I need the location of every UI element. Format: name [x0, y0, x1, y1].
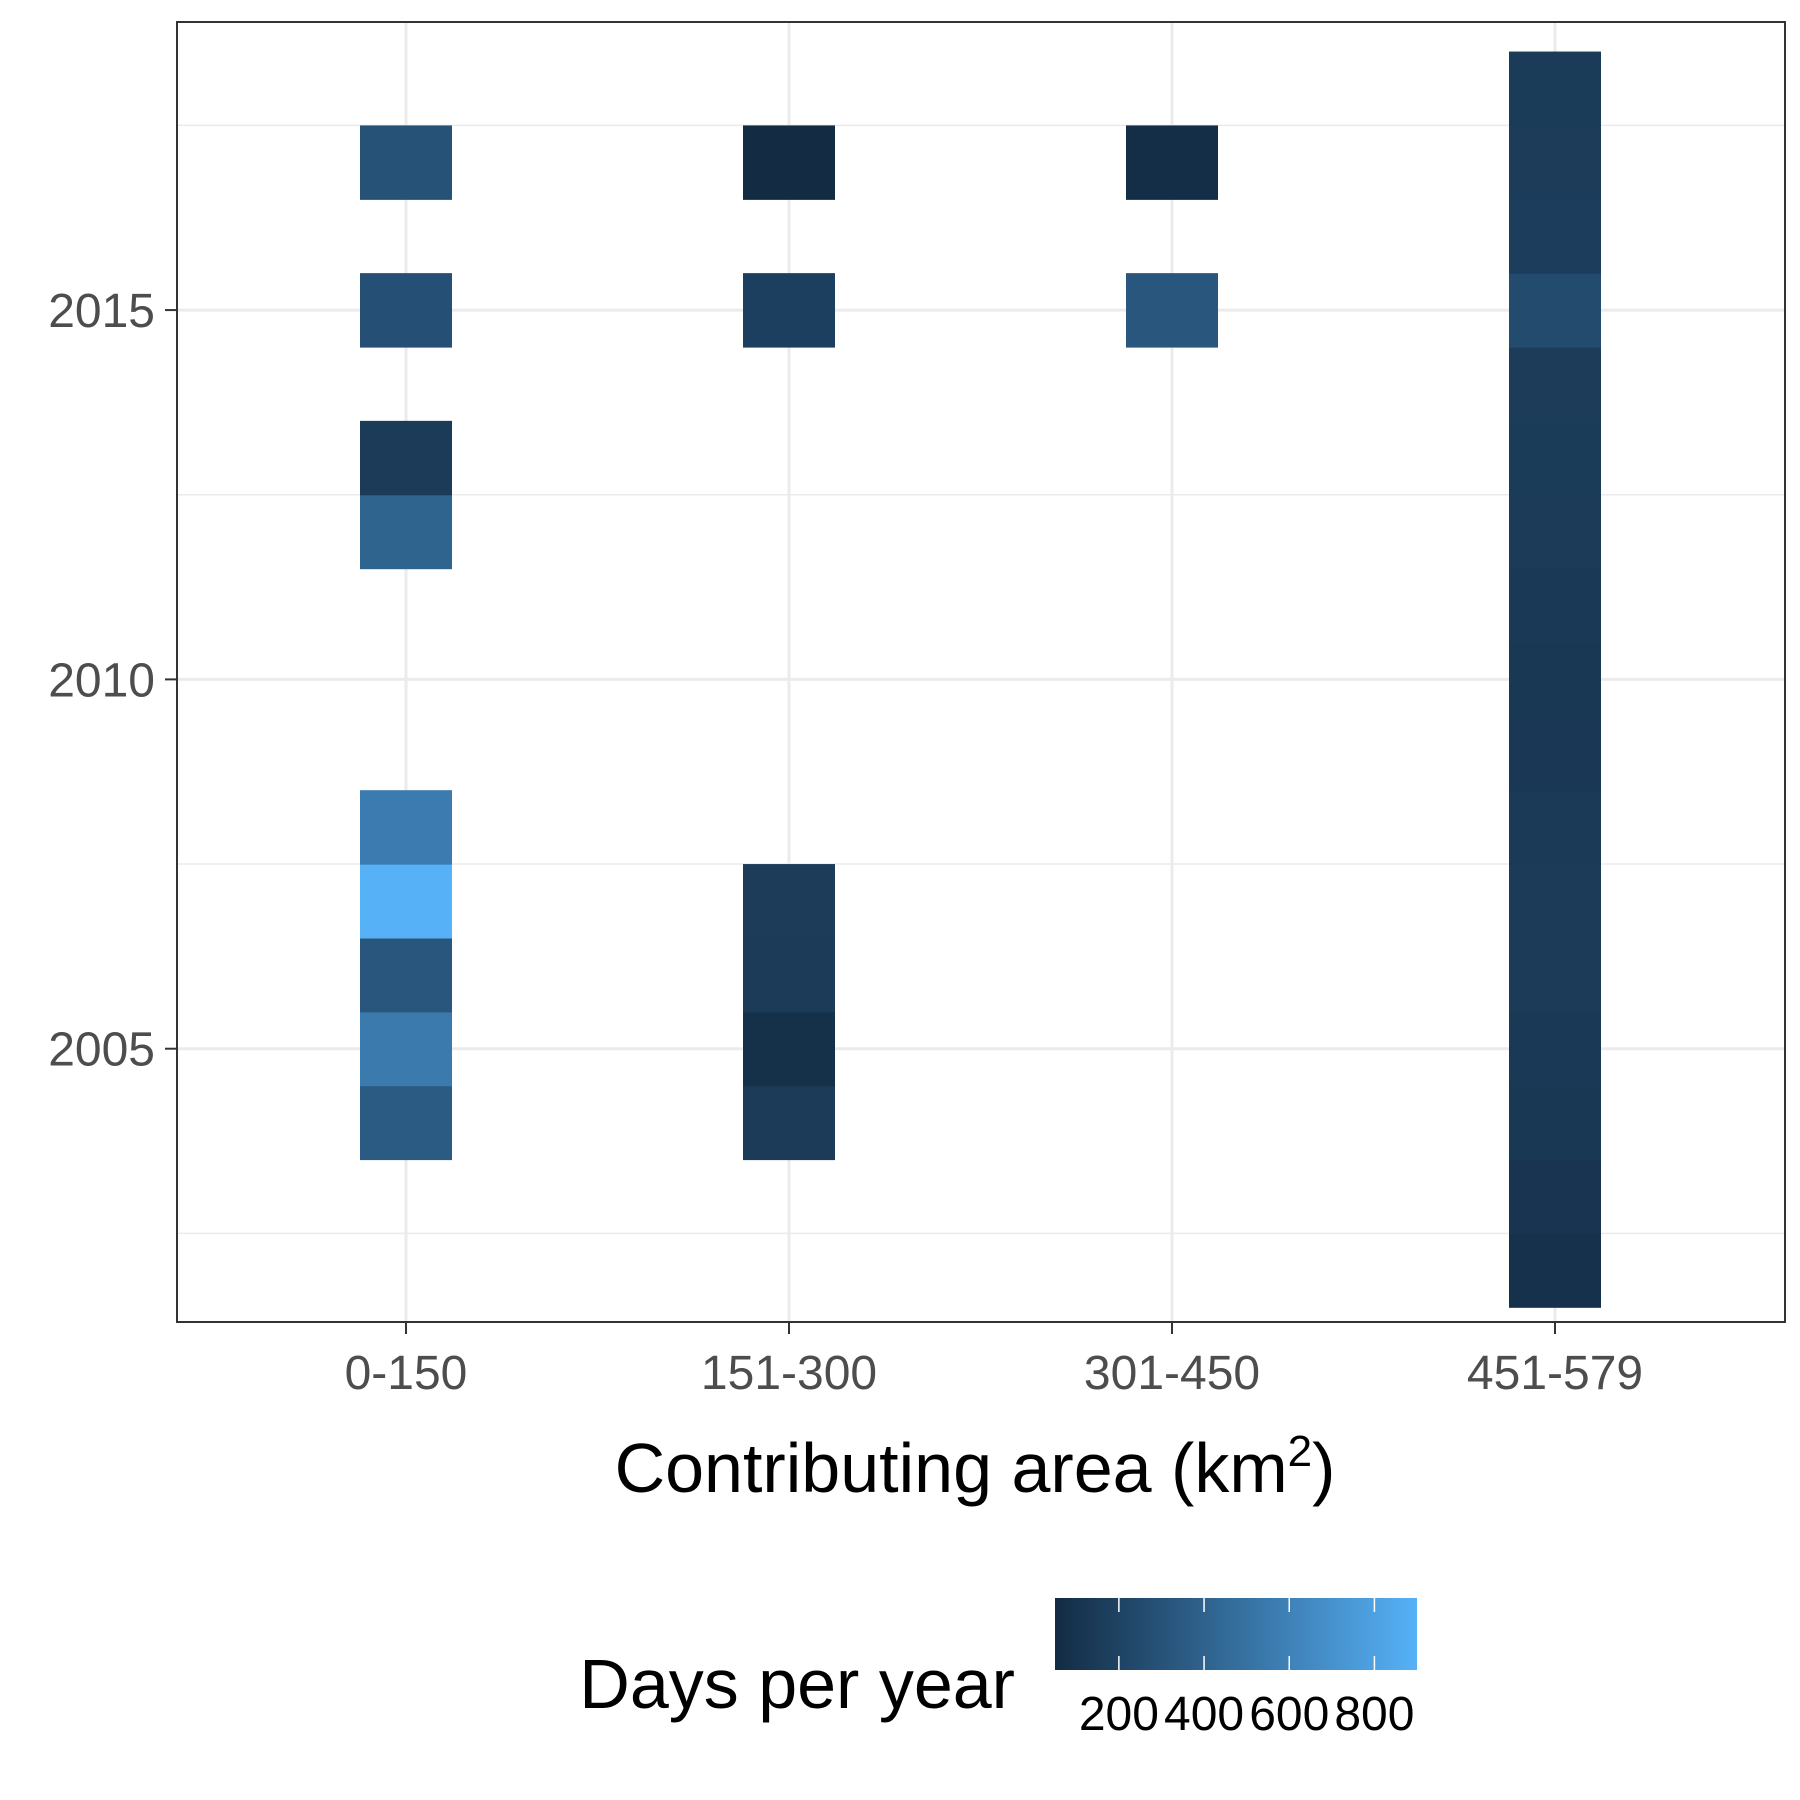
legend-tick-label: 600	[1249, 1688, 1329, 1741]
heatmap-cell	[743, 937, 835, 1013]
heatmap-cell	[360, 937, 452, 1013]
heatmap-cell	[1509, 568, 1601, 644]
heatmap-cell	[1509, 1233, 1601, 1308]
heatmap-cells	[360, 51, 1601, 1308]
heatmap-cell	[360, 1011, 452, 1087]
legend-tick-label: 200	[1079, 1688, 1159, 1741]
x-tick-label: 451-579	[1467, 1347, 1643, 1400]
heatmap-cell	[743, 1085, 835, 1161]
x-tick-label: 151-300	[701, 1347, 877, 1400]
x-axis-title-main: Contributing area (km	[615, 1429, 1288, 1507]
heatmap-cell	[360, 125, 452, 200]
heatmap-cell	[1509, 790, 1601, 865]
legend-tick-label: 400	[1164, 1688, 1244, 1741]
heatmap-cell	[1126, 125, 1218, 200]
heatmap-cell	[743, 1011, 835, 1087]
heatmap-cell	[1509, 347, 1601, 422]
heatmap-cell	[743, 864, 835, 939]
heatmap-cell	[1126, 273, 1218, 348]
heatmap-cell	[360, 1085, 452, 1161]
heatmap-cell	[1509, 1011, 1601, 1087]
heatmap-cell	[743, 273, 835, 348]
axis-ticks	[165, 309, 1556, 1334]
heatmap-cell	[1509, 273, 1601, 348]
y-tick-label: 2010	[48, 654, 155, 707]
heatmap-cell	[1509, 716, 1601, 791]
legend-title: Days per year	[579, 1645, 1015, 1723]
heatmap-cell	[360, 420, 452, 496]
x-axis-title-close: )	[1312, 1429, 1335, 1507]
heatmap-cell	[360, 864, 452, 939]
heatmap-cell	[1509, 937, 1601, 1013]
heatmap-cell	[360, 273, 452, 348]
legend-ticks	[1118, 1598, 1376, 1670]
heatmap-cell	[360, 790, 452, 865]
legend-tick-label: 800	[1334, 1688, 1414, 1741]
heatmap-cell	[1509, 642, 1601, 717]
x-axis-tick-labels: 0-150 151-300 301-450 451-579	[345, 1347, 1643, 1400]
heatmap-cell	[360, 494, 452, 570]
legend-colorbar	[1055, 1598, 1417, 1670]
legend-tick-labels: 200 400 600 800	[1079, 1688, 1415, 1741]
heatmap-cell	[743, 125, 835, 200]
y-axis-tick-labels: 2005 2010 2015	[48, 285, 155, 1077]
x-tick-label: 301-450	[1084, 1347, 1260, 1400]
panel-border	[176, 21, 1786, 1323]
heatmap-cell	[1509, 864, 1601, 939]
heatmap-cell	[1509, 494, 1601, 570]
heatmap-cell	[1509, 420, 1601, 496]
x-tick-label: 0-150	[345, 1347, 468, 1400]
y-tick-label: 2015	[48, 285, 155, 338]
heatmap-cell	[1509, 1085, 1601, 1161]
heatmap-cell	[1509, 1159, 1601, 1234]
x-axis-title: Contributing area (km2)	[615, 1427, 1336, 1507]
y-tick-label: 2005	[48, 1024, 155, 1077]
heatmap-cell	[1509, 51, 1601, 127]
heatmap-cell	[1509, 199, 1601, 274]
heatmap-cell	[1509, 125, 1601, 200]
x-axis-title-superscript: 2	[1288, 1427, 1312, 1476]
